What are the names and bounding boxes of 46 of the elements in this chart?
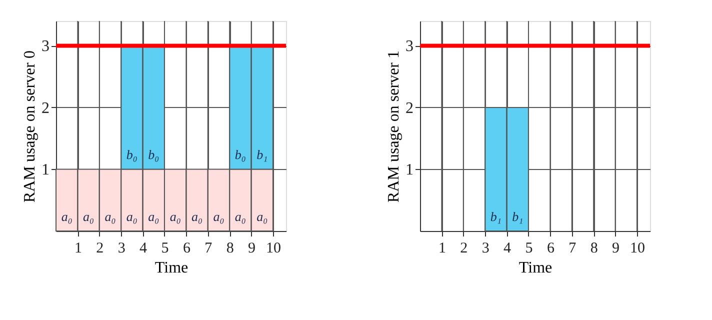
x-tick-label: 6 xyxy=(546,240,555,256)
x-tick-label: 8 xyxy=(226,240,234,256)
x-tick-label: 10 xyxy=(630,240,645,256)
x-tick-label: 3 xyxy=(482,240,490,256)
x-tick-label: 9 xyxy=(612,240,620,256)
x-tick-label: 4 xyxy=(140,240,148,256)
x-tick-label: 8 xyxy=(590,240,598,256)
x-tick-label: 7 xyxy=(204,240,213,256)
x-tick-label: 2 xyxy=(96,240,104,256)
x-axis-title: Time xyxy=(518,260,552,276)
data-label: a₀ xyxy=(61,209,72,224)
data-label: a₀ xyxy=(256,209,268,224)
data-label: b₀ xyxy=(148,147,160,162)
data-label: a₀ xyxy=(126,209,138,224)
y-tick-label: 2 xyxy=(406,100,414,117)
x-tick-label: 3 xyxy=(118,240,126,256)
x-tick-label: 2 xyxy=(460,240,468,256)
x-tick-label: 9 xyxy=(248,240,256,256)
x-tick-label: 10 xyxy=(266,240,281,256)
y-axis-title: RAM usage on server 0 xyxy=(22,50,38,202)
data-label: b₁ xyxy=(512,209,524,224)
data-label: a₀ xyxy=(170,209,181,224)
y-tick-label: 2 xyxy=(42,100,50,117)
x-tick-label: 5 xyxy=(161,240,169,256)
y-axis-title: RAM usage on server 1 xyxy=(386,50,402,202)
data-label: a₀ xyxy=(234,209,246,224)
data-label: b₁ xyxy=(256,147,268,162)
y-tick-label: 1 xyxy=(42,162,50,179)
data-label: a₀ xyxy=(83,209,94,224)
y-tick-label: 3 xyxy=(42,38,50,56)
x-axis-title: Time xyxy=(154,260,188,276)
data-label: a₀ xyxy=(213,209,224,224)
data-label: a₀ xyxy=(192,209,203,224)
x-tick-label: 1 xyxy=(74,240,82,256)
x-tick-label: 1 xyxy=(438,240,446,256)
x-tick-label: 6 xyxy=(182,240,191,256)
x-tick-label: 5 xyxy=(525,240,533,256)
data-label: b₀ xyxy=(126,147,138,162)
data-label: a₀ xyxy=(148,209,160,224)
y-tick-label: 3 xyxy=(406,38,414,56)
data-label: b₀ xyxy=(234,147,246,162)
data-label: a₀ xyxy=(104,209,116,224)
y-tick-label: 1 xyxy=(406,162,414,179)
x-tick-label: 7 xyxy=(568,240,577,256)
x-tick-label: 4 xyxy=(504,240,512,256)
data-label: b₁ xyxy=(490,209,502,224)
